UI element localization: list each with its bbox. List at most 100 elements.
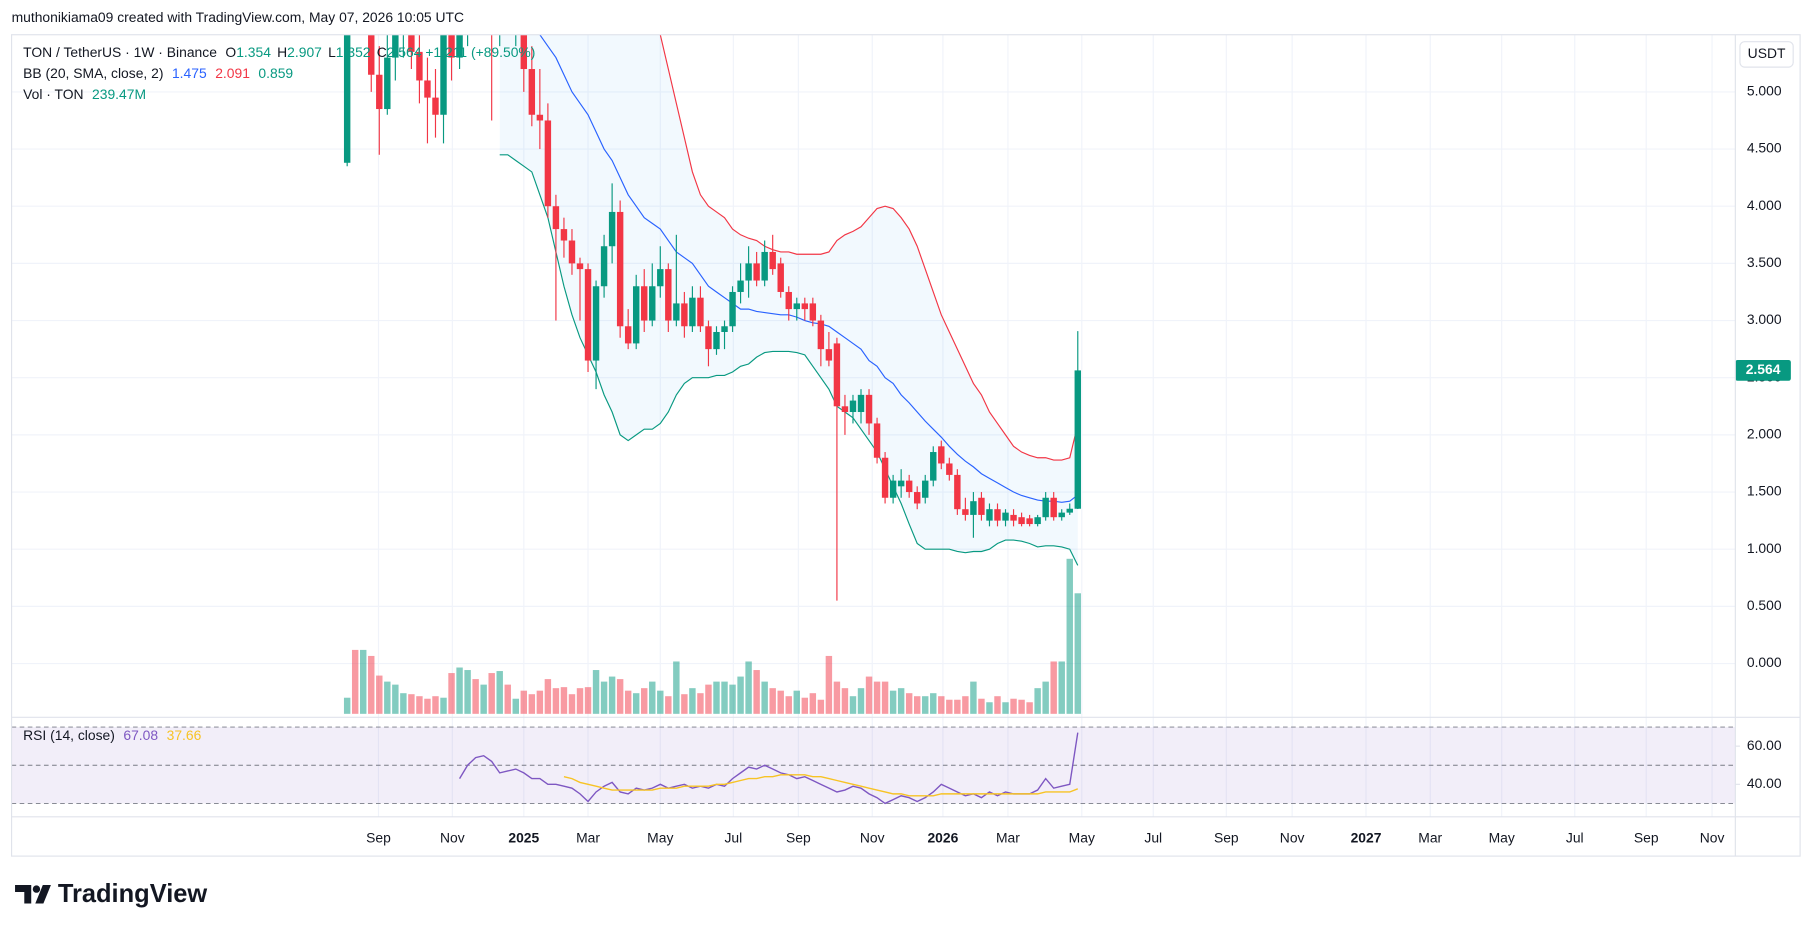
rsi-pane: [11, 726, 1736, 805]
volume-value: 239.47M: [92, 86, 146, 102]
volume-bar: [528, 694, 536, 714]
volume-bar: [817, 699, 825, 714]
x-tick-label: Mar: [576, 829, 600, 845]
y-tick-label: 0.500: [1747, 597, 1782, 613]
volume-bar: [946, 699, 953, 714]
volume-bar: [793, 690, 800, 714]
candle-body: [922, 480, 929, 498]
volume-bar: [938, 696, 945, 714]
volume-bar: [753, 670, 760, 714]
volume-bar: [376, 675, 383, 714]
volume-bar: [488, 673, 495, 714]
candle-body: [448, 34, 455, 58]
candle-body: [560, 229, 568, 241]
y-tick-label: 4.500: [1747, 140, 1782, 156]
currency-button[interactable]: [1739, 41, 1794, 68]
volume-bar: [592, 670, 600, 714]
volume-bar: [1002, 702, 1009, 714]
volume-bar: [424, 698, 431, 714]
candle-body: [624, 326, 632, 344]
candle-body: [978, 497, 985, 515]
volume-bar: [472, 679, 479, 714]
open-value: 1.354: [236, 44, 271, 60]
candle-body: [480, 0, 486, 23]
candle-body: [881, 457, 889, 498]
volume-bar: [769, 688, 776, 714]
candle-body: [384, 57, 391, 110]
volume-bar: [705, 684, 712, 714]
logo: TradingView: [58, 880, 208, 908]
candle-body: [456, 34, 463, 58]
header: muthonikiama09 created with TradingView.…: [12, 9, 464, 25]
candle-body: [673, 303, 680, 321]
rsi-tick-label: 40.00: [1747, 775, 1782, 791]
volume-bar: [632, 693, 640, 714]
volume-bar: [624, 690, 632, 714]
price-tag-label: 2.564: [1746, 361, 1781, 377]
volume-bar: [1026, 702, 1033, 714]
volume-bar: [881, 681, 889, 714]
candle-body: [994, 509, 1001, 521]
x-tick-label: 2027: [1351, 829, 1382, 845]
volume-bar: [1042, 681, 1049, 714]
volume-bar: [456, 667, 463, 714]
candle-body: [801, 303, 809, 310]
candle-body: [962, 509, 969, 515]
candle-body: [520, 34, 528, 70]
volume-bar: [392, 684, 399, 714]
volume-bar: [560, 687, 568, 714]
candle-body: [697, 297, 704, 327]
candle-body: [970, 501, 977, 515]
candle-body: [857, 394, 865, 413]
x-tick-label: Sep: [786, 829, 811, 845]
x-tick-label: Jul: [724, 829, 742, 845]
candle-body: [505, 0, 511, 12]
volume-bar: [1034, 688, 1041, 714]
volume-bar: [689, 688, 696, 714]
x-tick-label: Jul: [1566, 829, 1584, 845]
candle-body: [745, 263, 752, 281]
volume-bar: [801, 697, 809, 714]
price-pane: [343, 0, 1081, 714]
volume-bar: [1018, 699, 1025, 714]
candle-body: [641, 286, 648, 321]
candle-body: [905, 480, 913, 493]
high-value: 2.907: [287, 44, 322, 60]
candle-body: [488, 0, 494, 35]
volume-bar: [360, 649, 367, 714]
candle-body: [376, 74, 383, 110]
rsi-label: RSI (14, close): [23, 726, 115, 742]
currency[interactable]: USDT: [1748, 45, 1786, 61]
price-tag: [1735, 359, 1791, 381]
y-tick-label: 4.000: [1747, 197, 1782, 213]
candle-body: [1042, 497, 1049, 518]
x-tick-label: Sep: [366, 829, 391, 845]
volume-bar: [913, 696, 921, 714]
candle-body: [986, 509, 993, 521]
close-value: 2.564: [387, 44, 422, 60]
frame: [10, 34, 1801, 857]
volume-bar: [713, 681, 720, 714]
volume-bar: [440, 697, 447, 714]
candle-body: [576, 263, 584, 270]
x-tick-label: 2026: [927, 829, 958, 845]
x-tick-label: Nov: [1280, 829, 1305, 845]
volume-bar: [962, 696, 969, 714]
volume-bar: [745, 661, 752, 714]
candle-body: [785, 291, 792, 310]
x-tick-label: Jul: [1144, 829, 1162, 845]
volume-bar: [512, 698, 519, 714]
candle-body: [721, 326, 728, 332]
volume-bar: [986, 702, 993, 714]
volume-bar: [416, 696, 423, 714]
volume-bar: [400, 693, 407, 714]
candle-body: [1034, 517, 1041, 525]
candle-body: [632, 286, 640, 344]
volume-bar: [849, 696, 857, 714]
x-tick-label: Nov: [860, 829, 885, 845]
candle-body: [713, 331, 720, 350]
legend-volume: Vol · TON 239.47M: [23, 86, 146, 102]
bb-basis-value: 1.475: [172, 65, 207, 81]
rsi-line: [563, 774, 1079, 797]
candle-body: [849, 400, 857, 413]
